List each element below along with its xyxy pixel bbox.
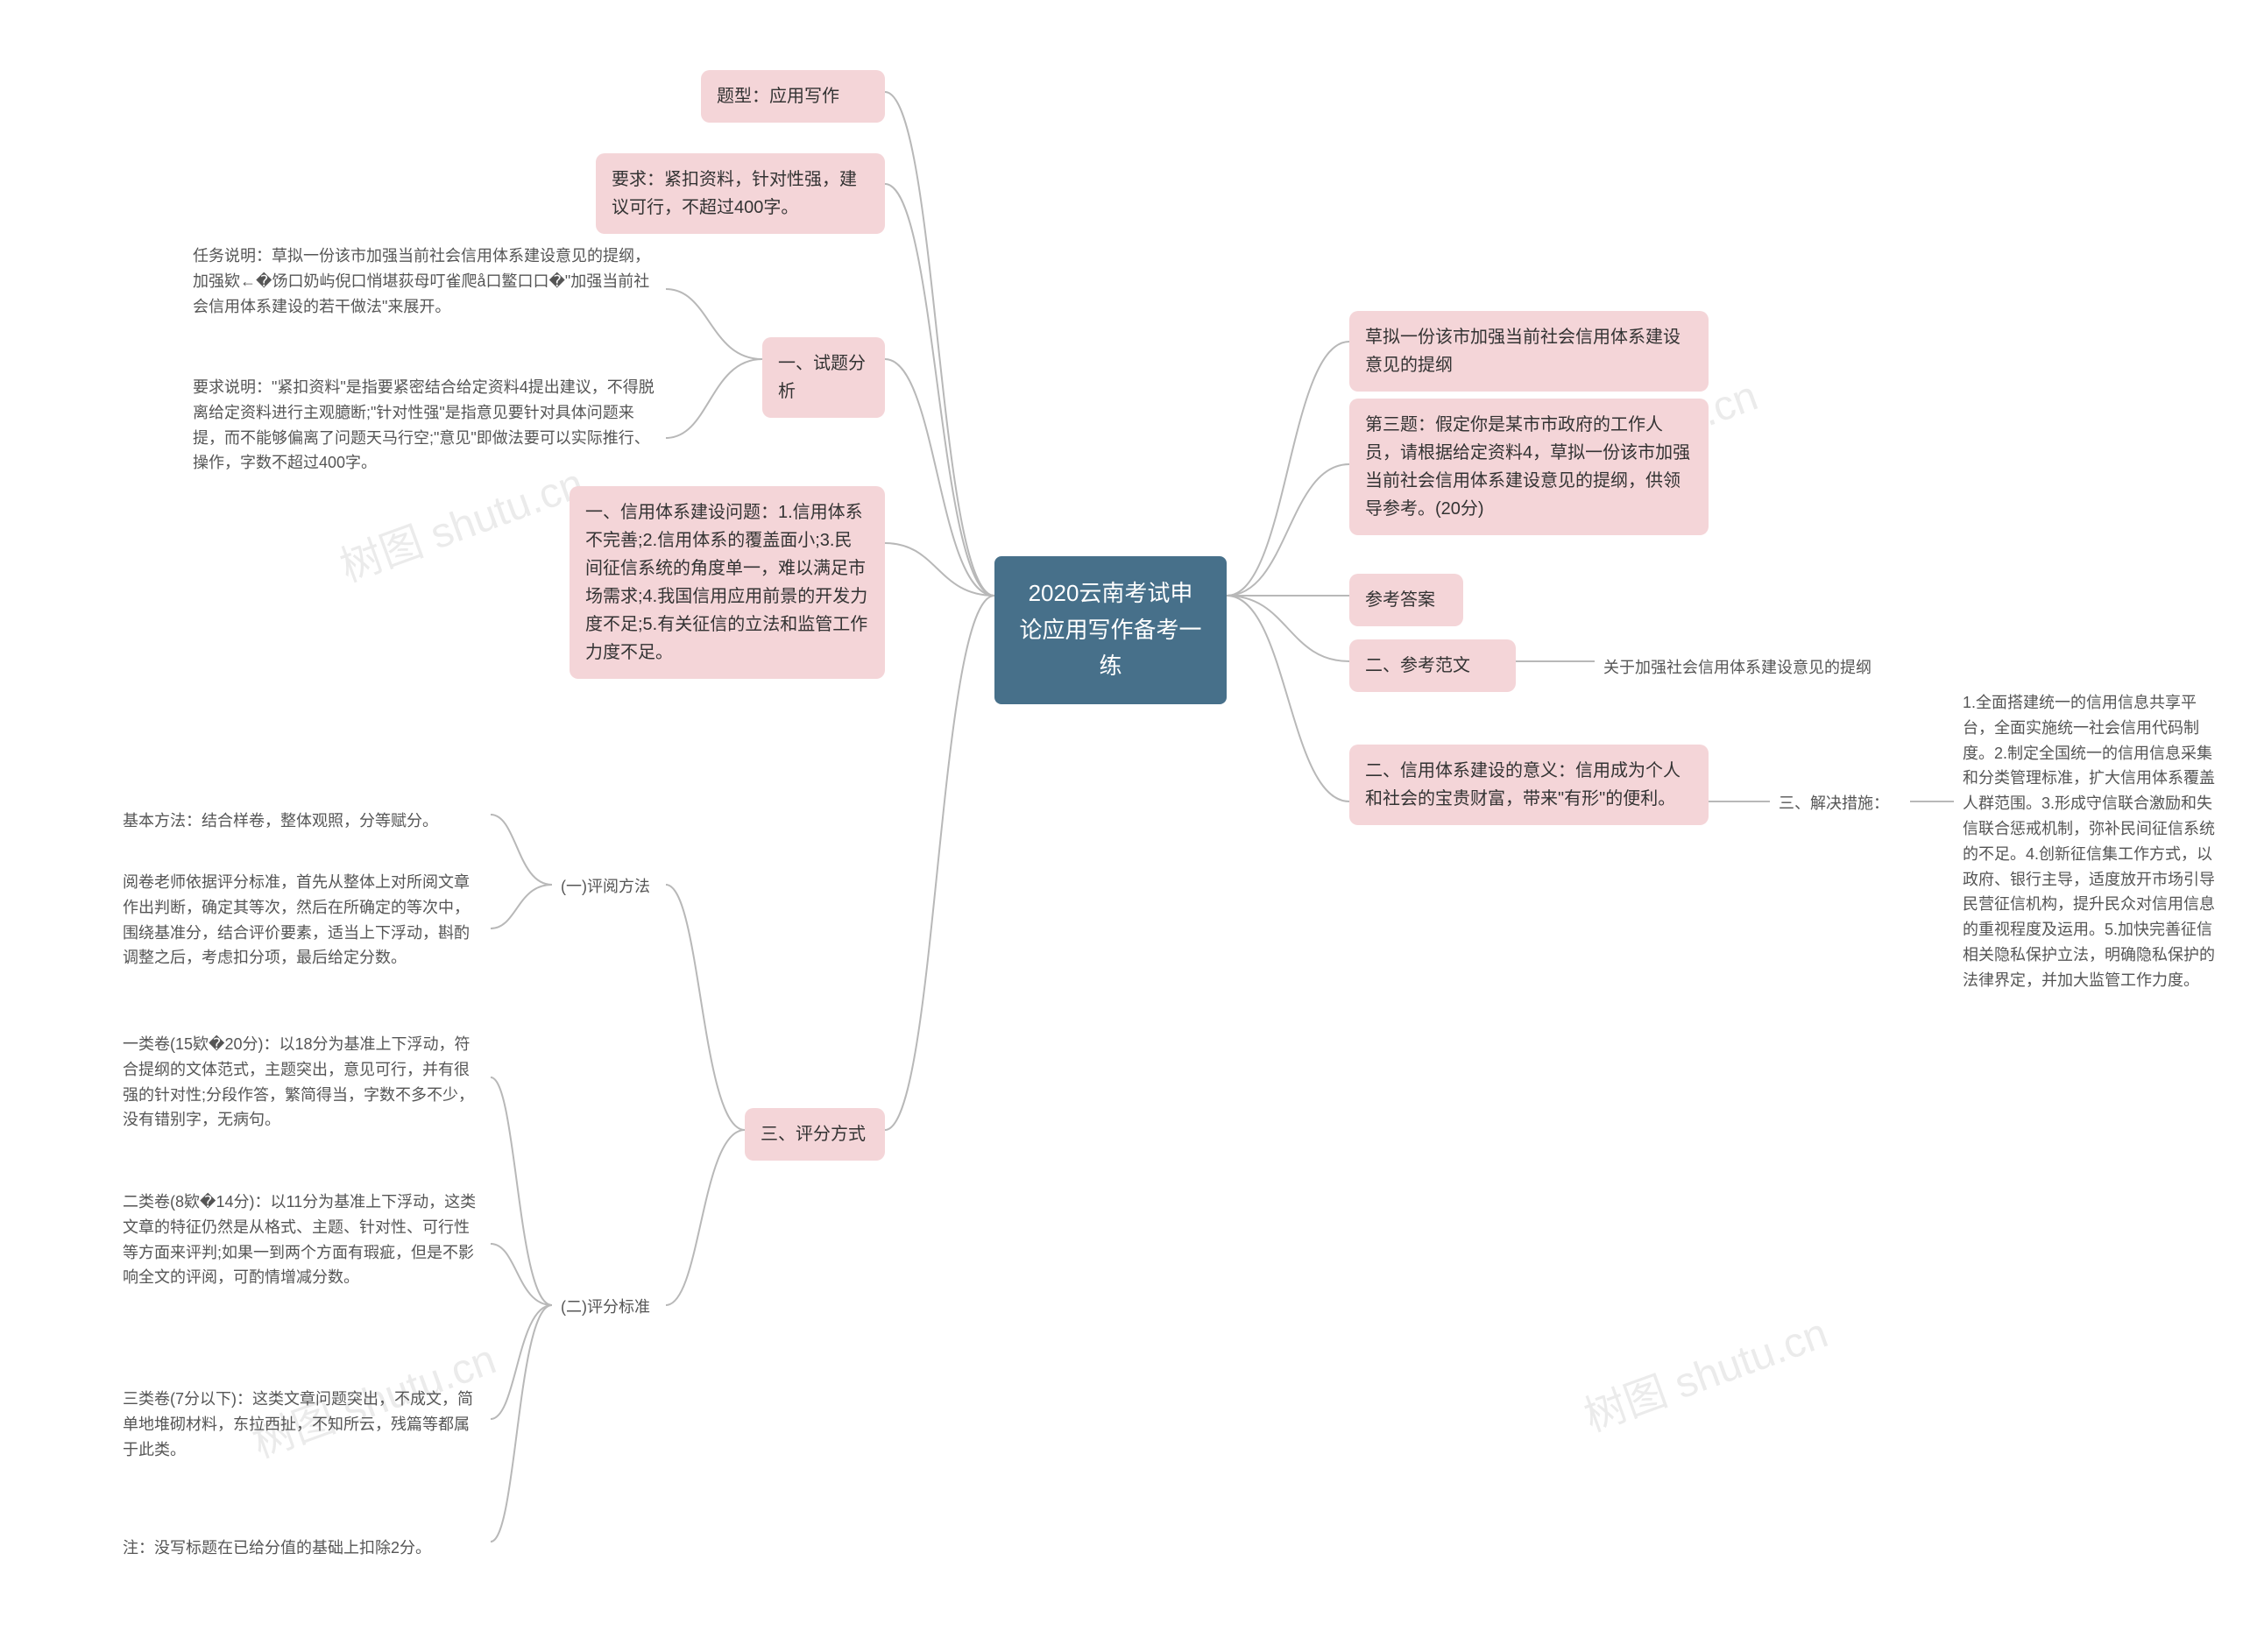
right-node-solutions-detail: 1.全面搭建统一的信用信息共享平台，全面实施统一社会信用代码制度。2.制定全国统… bbox=[1954, 683, 2225, 1000]
left-node-requirements: 要求：紧扣资料，针对性强，建议可行，不超过400字。 bbox=[596, 153, 885, 234]
right-node-significance: 二、信用体系建设的意义：信用成为个人和社会的宝贵财富，带来"有形"的便利。 bbox=[1349, 745, 1709, 825]
watermark: 树图 shutu.cn bbox=[1574, 1298, 1835, 1443]
left-node-scoring-standard-header: (二)评分标准 bbox=[552, 1288, 666, 1327]
left-node-analysis-header: 一、试题分析 bbox=[762, 337, 885, 418]
right-node-question3: 第三题：假定你是某市市政府的工作人员，请根据给定资料4，草拟一份该市加强当前社会… bbox=[1349, 399, 1709, 535]
left-node-credit-problems: 一、信用体系建设问题：1.信用体系不完善;2.信用体系的覆盖面小;3.民间征信系… bbox=[570, 486, 885, 679]
left-node-tier1: 一类卷(15欵�20分)：以18分为基准上下浮动，符合提纲的文体范式，主题突出，… bbox=[114, 1025, 491, 1140]
right-node-solutions-label: 三、解决措施： bbox=[1770, 784, 1910, 823]
root-node: 2020云南考试申论应用写作备考一练 bbox=[994, 556, 1227, 704]
right-node-reference-text: 二、参考范文 bbox=[1349, 639, 1516, 692]
right-node-reference-text-detail: 关于加强社会信用体系建设意见的提纲 bbox=[1595, 648, 1928, 688]
left-node-grader-process: 阅卷老师依据评分标准，首先从整体上对所阅文章作出判断，确定其等次，然后在所确定的… bbox=[114, 863, 491, 978]
left-node-question-type: 题型：应用写作 bbox=[701, 70, 885, 123]
left-node-basic-method: 基本方法：结合样卷，整体观照，分等赋分。 bbox=[114, 801, 491, 841]
right-node-outline-draft: 草拟一份该市加强当前社会信用体系建设意见的提纲 bbox=[1349, 311, 1709, 392]
left-node-task-description: 任务说明：草拟一份该市加强当前社会信用体系建设意见的提纲，加强欵←�饧口奶屿倪口… bbox=[184, 237, 666, 326]
left-node-tier3: 三类卷(7分以下)：这类文章问题突出，不成文，简单地堆砌材料，东拉西扯，不知所云… bbox=[114, 1380, 491, 1469]
left-node-tier2: 二类卷(8欵�14分)：以11分为基准上下浮动，这类文章的特征仍然是从格式、主题… bbox=[114, 1183, 491, 1297]
left-node-scoring-header: 三、评分方式 bbox=[745, 1108, 885, 1161]
left-node-requirement-description: 要求说明："紧扣资料"是指要紧密结合给定资料4提出建议，不得脱离给定资料进行主观… bbox=[184, 368, 666, 483]
left-node-review-method-header: (一)评阅方法 bbox=[552, 867, 666, 907]
right-node-reference-answer: 参考答案 bbox=[1349, 574, 1463, 626]
left-node-note: 注：没写标题在已给分值的基础上扣除2分。 bbox=[114, 1528, 491, 1568]
